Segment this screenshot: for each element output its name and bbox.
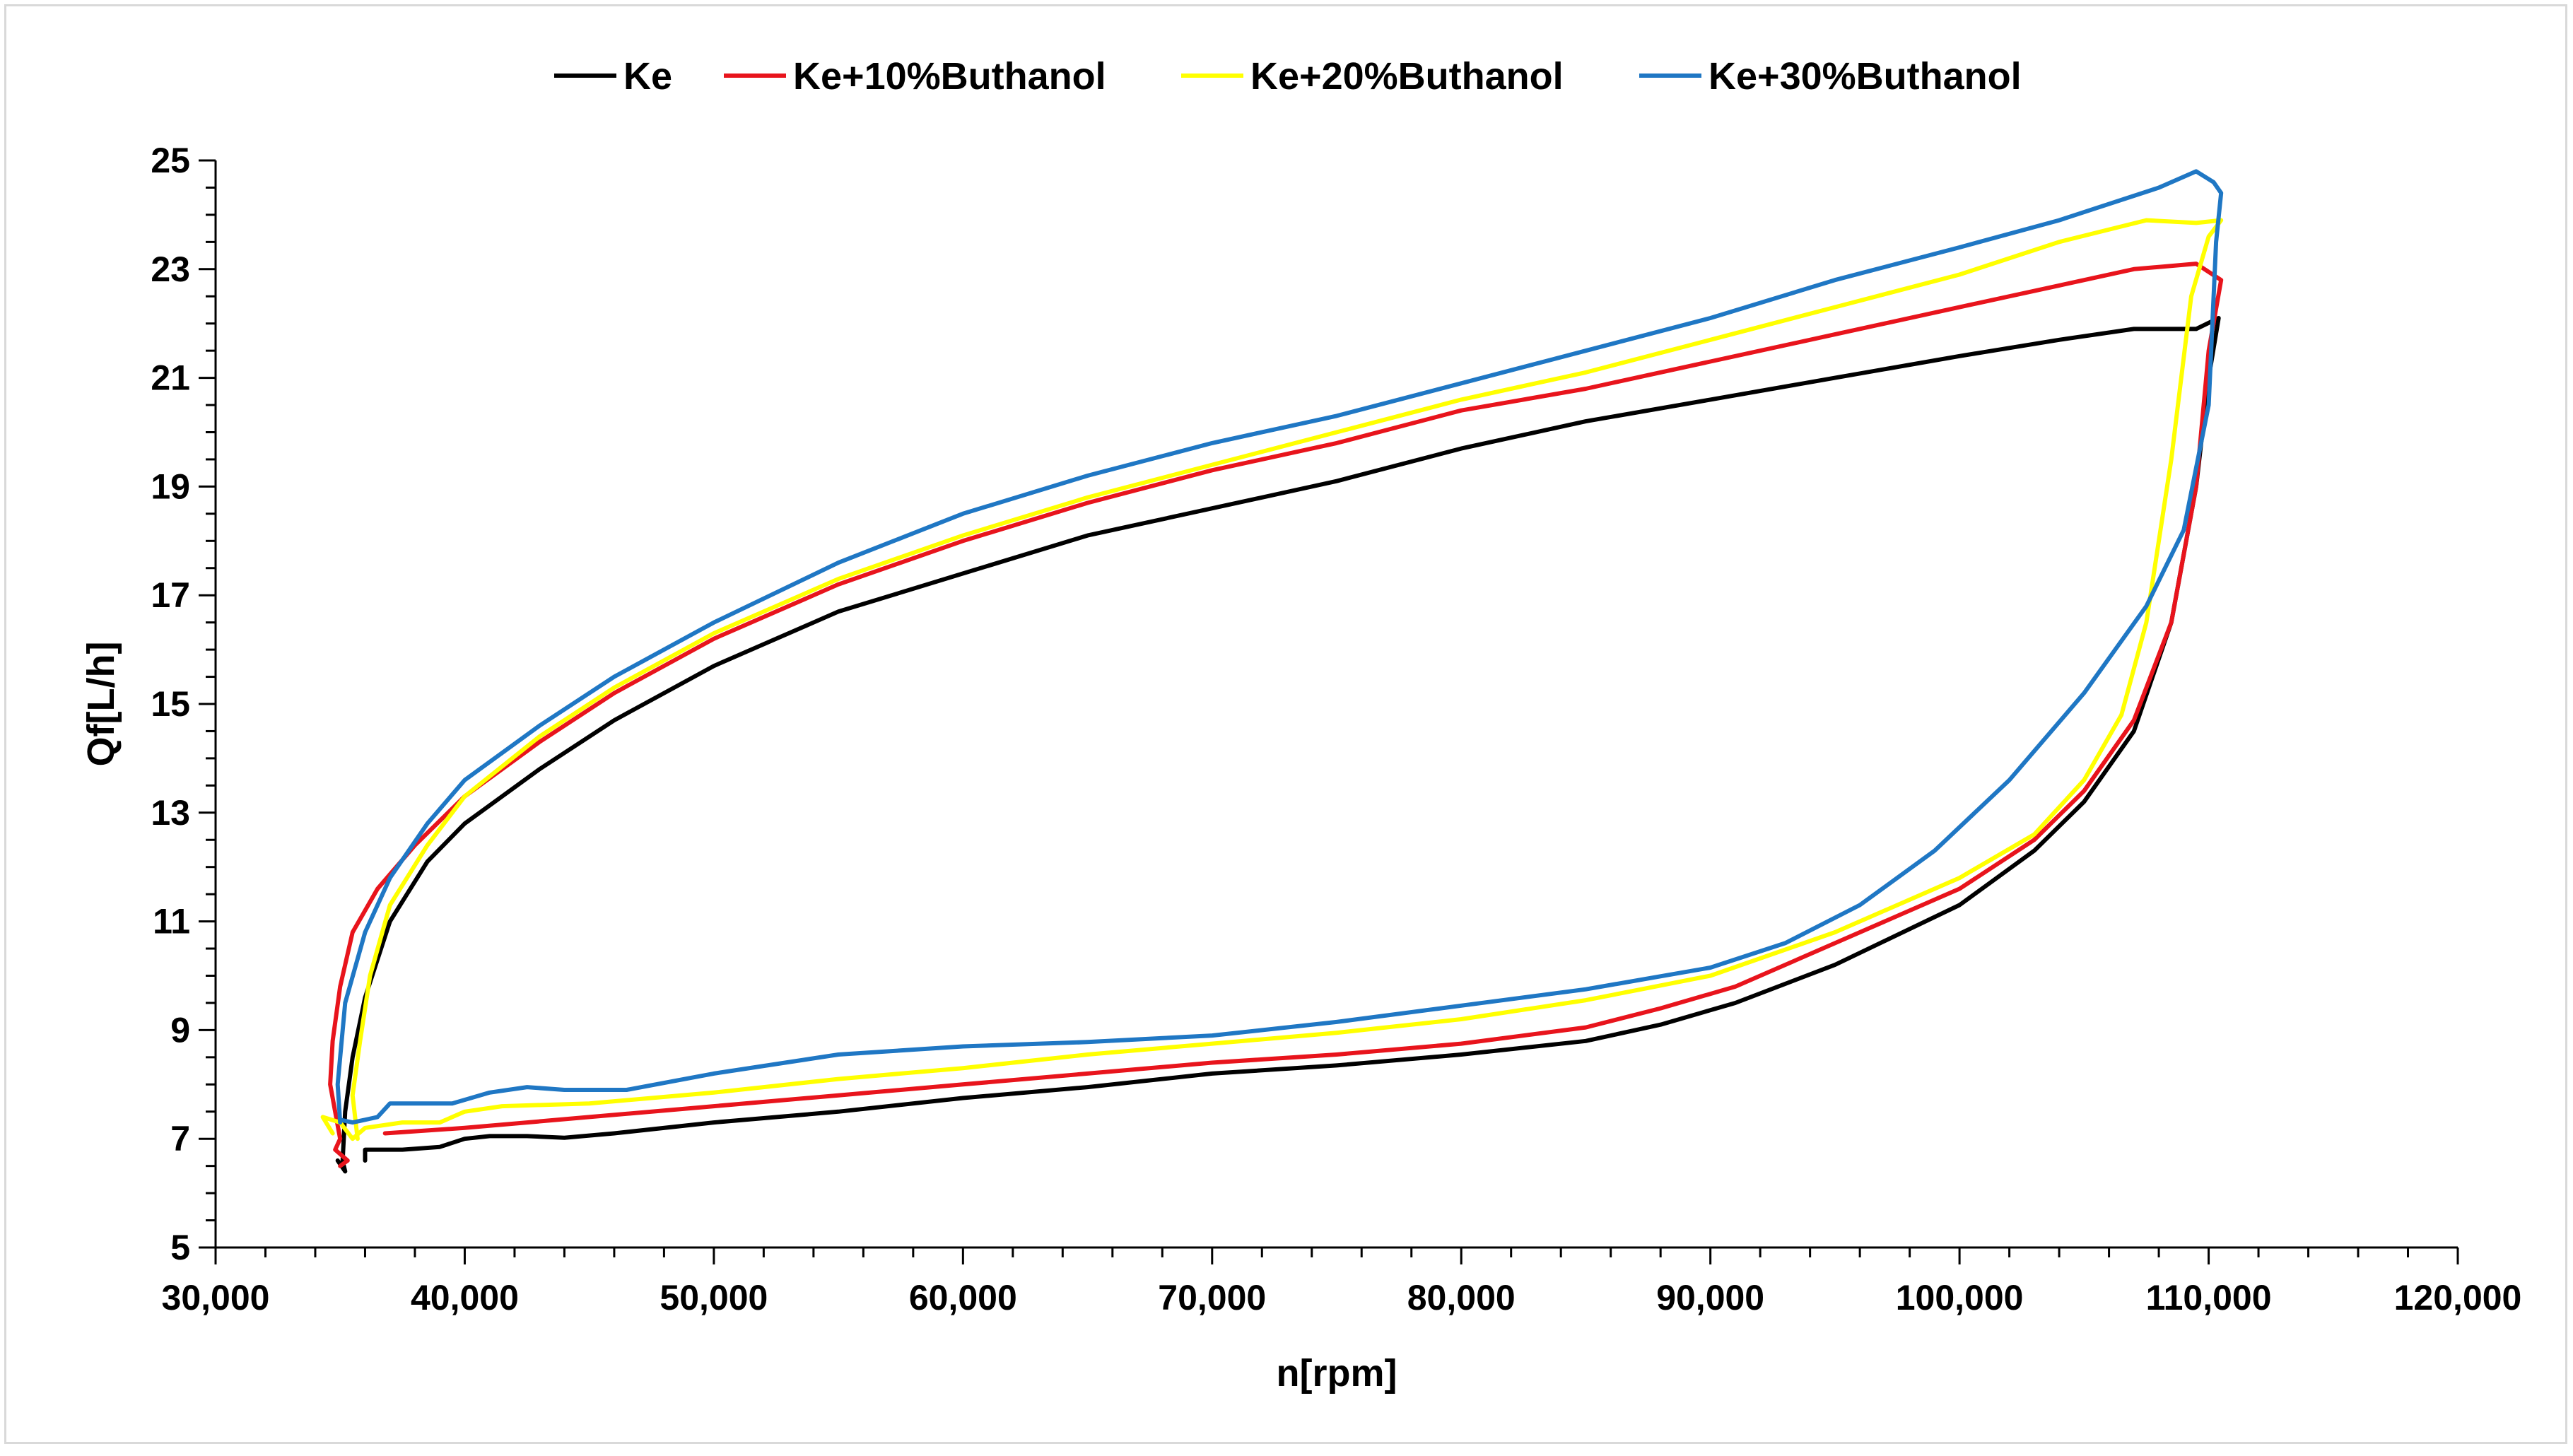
x-tick-label: 30,000 (162, 1278, 270, 1317)
y-tick-label: 15 (151, 684, 190, 724)
axes-layer: 30,000 40,000 50,000 60,000 70,000 80,000 90,0… (151, 141, 2521, 1317)
x-tick-label: 100,000 (1896, 1278, 2024, 1317)
series-line-3 (320, 218, 2224, 1141)
x-tick-label: 110,000 (2146, 1278, 2272, 1317)
legend-label-1: Ke (623, 55, 672, 98)
x-tick-label: 40,000 (411, 1278, 519, 1317)
y-tick-label: 23 (151, 249, 190, 289)
line-chart: Ke Ke+10%Buthanol Ke+20%Buthanol Ke+30%Buth… (80, 55, 2521, 1395)
x-tick-label: 50,000 (660, 1278, 768, 1317)
y-tick-label: 19 (151, 466, 190, 506)
legend-label-2: Ke+10%Buthanol (793, 55, 1106, 98)
series-line-4 (335, 169, 2224, 1125)
legend: Ke Ke+10%Buthanol Ke+20%Buthanol Ke+30%Buth… (554, 55, 2022, 98)
y-tick-label: 5 (170, 1228, 190, 1267)
x-axis-title: n[rpm] (1277, 1352, 1397, 1395)
y-tick-label: 7 (170, 1119, 190, 1158)
series-line-2 (328, 262, 2224, 1168)
y-tick-label: 11 (153, 902, 190, 941)
x-tick-label: 90,000 (1656, 1278, 1764, 1317)
series-layer (320, 169, 2224, 1174)
y-tick-label: 17 (151, 575, 190, 615)
chart-frame: Ke Ke+10%Buthanol Ke+20%Buthanol Ke+30%Buth… (4, 4, 2567, 1444)
y-tick-label: 21 (151, 358, 190, 398)
x-tick-label: 70,000 (1158, 1278, 1266, 1317)
y-tick-label: 9 (170, 1010, 190, 1050)
y-tick-label: 25 (151, 141, 190, 180)
x-tick-label: 120,000 (2394, 1278, 2522, 1317)
legend-label-3: Ke+20%Buthanol (1250, 55, 1564, 98)
y-axis-title: Qf[L/h] (80, 642, 122, 767)
x-tick-label: 60,000 (909, 1278, 1017, 1317)
x-tick-label: 80,000 (1407, 1278, 1516, 1317)
y-tick-label: 13 (151, 793, 190, 833)
legend-label-4: Ke+30%Buthanol (1709, 55, 2022, 98)
